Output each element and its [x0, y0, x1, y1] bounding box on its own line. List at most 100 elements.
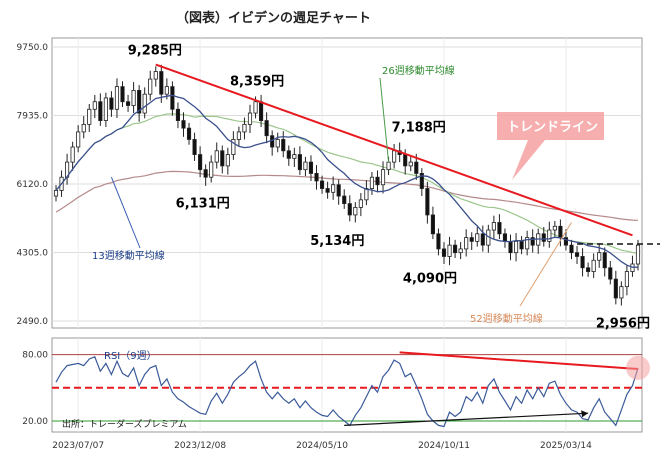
trendline: [155, 63, 633, 237]
candle-body: [137, 90, 142, 114]
candle-body: [453, 244, 458, 254]
candle-body: [297, 154, 302, 171]
candle-body: [547, 229, 552, 242]
candle-body: [519, 240, 524, 250]
candle-body: [591, 259, 596, 272]
candle-body: [425, 188, 430, 216]
candle-body: [275, 139, 280, 148]
candle-body: [292, 154, 297, 159]
candle-body: [253, 101, 258, 114]
candle-body: [170, 86, 175, 110]
candle-body: [480, 233, 485, 246]
rsi-series: [55, 356, 639, 428]
candle-body: [103, 97, 108, 121]
ma13-line: [55, 94, 638, 268]
price-gridlines: [52, 38, 642, 328]
ma13-pointer: [110, 177, 141, 249]
candle-body: [125, 101, 131, 106]
candle-body: [76, 131, 81, 148]
candle-body: [469, 237, 474, 242]
candle-body: [563, 237, 569, 246]
candle-body: [81, 123, 86, 133]
candle-body: [375, 176, 380, 186]
candle-body: [314, 173, 319, 182]
rsi-arrow-head: [581, 410, 589, 418]
x-tick-label: 2023/07/07: [52, 441, 104, 451]
candle-body: [580, 256, 585, 269]
candle-body: [530, 237, 535, 246]
candle-body: [92, 101, 97, 110]
candle-body: [491, 222, 496, 231]
candle-body: [264, 120, 269, 137]
rsi-panel: [51, 337, 643, 433]
rsi-line: [55, 356, 639, 428]
candle-body: [175, 108, 181, 121]
candle-body: [286, 150, 291, 159]
candle-body: [114, 86, 120, 110]
x-tick-label: 2023/12/08: [174, 441, 226, 451]
candle-body: [186, 127, 192, 140]
candle-body: [597, 252, 602, 261]
candle-body: [441, 248, 447, 257]
rsi-annotations: [344, 351, 650, 426]
ma52-label: 52週移動平均線: [470, 312, 543, 325]
source-note: 出所：トレーダーズプレミアム: [62, 418, 187, 430]
price-axis: 9750.0 7935.0 6120.0 4305.0 2490.0: [17, 43, 49, 327]
price-tick-label: 9750.0: [17, 43, 49, 53]
candle-body: [464, 237, 469, 250]
candle-body: [259, 101, 264, 121]
candle-body: [70, 146, 75, 163]
candle-body: [513, 240, 519, 254]
candle-body: [347, 203, 352, 216]
price-tick-label: 6120.0: [17, 180, 49, 190]
ma13-series: [55, 94, 638, 268]
candle-body: [613, 278, 618, 299]
candle-body: [148, 78, 153, 95]
candle-body: [552, 225, 557, 231]
x-tick-label: 2025/03/14: [540, 441, 592, 451]
candle-body: [220, 150, 225, 167]
candle-body: [414, 161, 419, 174]
candle-body: [430, 214, 435, 235]
price-annotation: 7,188円: [392, 121, 446, 136]
candle-body: [159, 71, 164, 95]
candle-body: [336, 184, 341, 197]
candle-body: [303, 161, 308, 171]
x-axis: 2023/07/07 2023/12/08 2024/05/10 2024/10/11…: [52, 441, 592, 451]
price-annotation: 8,359円: [230, 74, 284, 89]
candle-body: [602, 252, 607, 269]
price-annotation: 9,285円: [128, 44, 182, 59]
rsi-highlight-circle: [626, 355, 650, 380]
candle-body: [386, 161, 391, 171]
candle-body: [502, 233, 508, 242]
x-tick-label: 2024/05/10: [296, 441, 348, 451]
candle-body: [569, 244, 574, 254]
candle-body: [109, 97, 114, 110]
rsi-resistance-line: [399, 351, 639, 370]
candle-body: [358, 199, 363, 208]
candle-body: [475, 233, 480, 242]
candle-body: [458, 248, 463, 254]
price-tick-label: 4305.0: [17, 249, 49, 259]
ma52-pointer: [519, 222, 572, 307]
candle-body: [308, 161, 314, 174]
candle-body: [624, 271, 629, 288]
candle-body: [153, 71, 158, 80]
candle-body: [209, 161, 214, 178]
ma26-label: 26週移動平均線: [382, 64, 455, 77]
rsi-axis: 80.00 20.00: [22, 351, 48, 427]
candlesticks: [53, 64, 641, 306]
candle-body: [364, 188, 369, 201]
chart-title: （図表）イビデンの週足チャート: [176, 10, 371, 26]
candle-body: [319, 180, 325, 189]
candle-body: [131, 90, 136, 106]
candle-body: [558, 225, 563, 238]
rsi-gridlines: [52, 338, 642, 432]
candle-body: [403, 154, 408, 167]
candle-body: [53, 190, 59, 197]
ma52-line: [55, 170, 639, 221]
candle-body: [541, 233, 546, 242]
ma52-series: [55, 170, 639, 221]
candle-body: [353, 206, 358, 216]
price-annotation: 6,131円: [176, 197, 230, 212]
